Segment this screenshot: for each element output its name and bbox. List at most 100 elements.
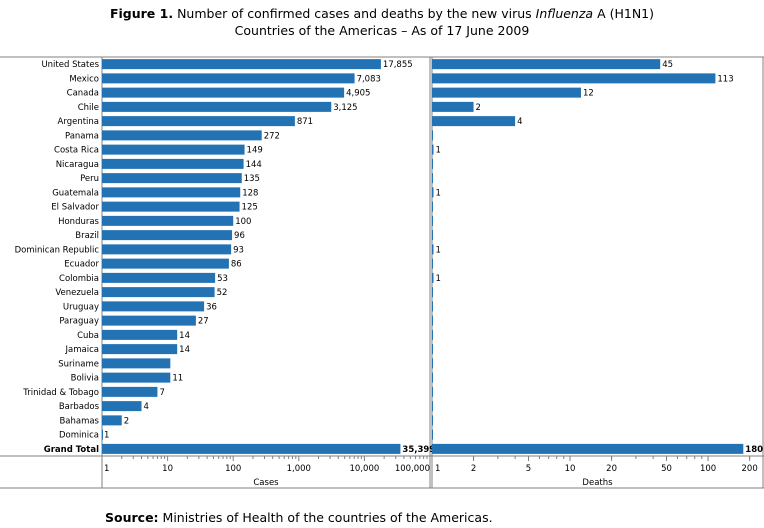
cases-value-label-grand-total: 35,399 xyxy=(402,445,435,455)
category-label-cuba: Cuba xyxy=(77,331,99,341)
category-label-peru: Peru xyxy=(80,174,99,184)
cases-value-label-argentina: 871 xyxy=(297,117,313,127)
cases-bar-mexico xyxy=(102,73,355,84)
category-label-suriname: Suriname xyxy=(58,359,99,369)
category-label-bahamas: Bahamas xyxy=(59,416,99,426)
category-label-nicaragua: Nicaragua xyxy=(56,160,99,170)
source-label: Source: xyxy=(105,510,159,525)
category-label-argentina: Argentina xyxy=(58,117,99,127)
figure-title: Figure 1. Number of confirmed cases and … xyxy=(0,5,764,39)
cases-tick-label: 1 xyxy=(104,464,109,474)
deaths-value-label-chile: 2 xyxy=(476,103,481,113)
cases-value-label-ecuador: 86 xyxy=(231,260,242,270)
deaths-bar-chile xyxy=(432,101,474,112)
cases-value-label-costa-rica: 149 xyxy=(247,146,263,156)
cases-value-label-brazil: 96 xyxy=(234,231,245,241)
category-label-brazil: Brazil xyxy=(75,231,99,241)
category-label-ecuador: Ecuador xyxy=(64,260,99,270)
cases-tick-label: 100,000 xyxy=(395,464,430,474)
cases-bar-paraguay xyxy=(102,315,196,326)
cases-bar-peru xyxy=(102,173,242,184)
cases-bar-uruguay xyxy=(102,301,205,312)
cases-bar-grand-total xyxy=(102,443,401,454)
deaths-value-label-mexico: 113 xyxy=(717,74,733,84)
category-label-jamaica: Jamaica xyxy=(65,345,99,355)
deaths-tick-label: 100 xyxy=(700,464,716,474)
cases-bar-panama xyxy=(102,130,262,141)
cases-bar-brazil xyxy=(102,230,233,241)
deaths-bar-costa-rica xyxy=(432,144,434,155)
cases-bar-dominican-republic xyxy=(102,244,232,255)
deaths-bar-canada xyxy=(432,87,581,98)
cases-value-label-dominica: 1 xyxy=(104,431,109,441)
deaths-tick-label: 1 xyxy=(435,464,440,474)
deaths-bar-colombia xyxy=(432,272,434,283)
cases-value-label-dominican-republic: 93 xyxy=(233,245,244,255)
category-label-paraguay: Paraguay xyxy=(59,317,99,327)
cases-value-label-barbados: 4 xyxy=(143,402,148,412)
category-label-honduras: Honduras xyxy=(58,217,99,227)
category-label-colombia: Colombia xyxy=(59,274,99,284)
cases-bar-canada xyxy=(102,87,345,98)
cases-value-label-peru: 135 xyxy=(244,174,260,184)
cases-bar-trinidad-tobago xyxy=(102,386,158,397)
deaths-tick-label: 10 xyxy=(565,464,576,474)
cases-bar-colombia xyxy=(102,272,216,283)
source-note: Source: Ministries of Health of the coun… xyxy=(105,510,493,525)
cases-value-label-el-salvador: 125 xyxy=(242,203,258,213)
category-label-guatemala: Guatemala xyxy=(52,188,99,198)
chart: United States 17,855 4 5 Mexico 7,083 113 Canad… xyxy=(0,56,764,489)
cases-bar-costa-rica xyxy=(102,144,245,155)
cases-bar-united-states xyxy=(102,59,381,70)
title-text-2: A (H1N1) xyxy=(597,6,655,21)
deaths-tick-label: 2 xyxy=(471,464,476,474)
cases-bar-venezuela xyxy=(102,287,215,298)
deaths-value-label-costa-rica: 1 xyxy=(436,146,441,156)
cases-value-label-united-states: 17,855 xyxy=(383,60,413,70)
cases-value-label-colombia: 53 xyxy=(217,274,228,284)
cases-value-label-trinidad-tobago: 7 xyxy=(159,388,164,398)
category-label-costa-rica: Costa Rica xyxy=(54,146,99,156)
cases-bar-nicaragua xyxy=(102,158,244,169)
category-label-mexico: Mexico xyxy=(69,74,99,84)
deaths-bar-mexico xyxy=(432,73,716,84)
title-virus: Influenza xyxy=(535,6,594,21)
deaths-value-label-argentina: 4 xyxy=(517,117,522,127)
cases-value-label-paraguay: 27 xyxy=(198,317,209,327)
deaths-value-label-guatemala: 1 xyxy=(436,188,441,198)
cases-value-label-guatemala: 128 xyxy=(242,188,258,198)
title-line: Figure 1. Number of confirmed cases and … xyxy=(0,5,764,22)
deaths-value-label-canada: 12 xyxy=(583,89,594,99)
category-label-trinidad-tobago: Trinidad & Tobago xyxy=(22,388,99,398)
category-label-united-states: United States xyxy=(41,60,99,70)
figure-subtitle: Countries of the Americas – As of 17 Jun… xyxy=(234,23,530,38)
category-label-canada: Canada xyxy=(67,89,99,99)
cases-tick-label: 1,000 xyxy=(287,464,311,474)
figure-label: Figure 1. xyxy=(109,6,174,21)
cases-bar-cuba xyxy=(102,329,178,340)
cases-value-label-honduras: 100 xyxy=(235,217,251,227)
cases-value-label-cuba: 14 xyxy=(179,331,190,341)
deaths-tick-label: 5 xyxy=(526,464,531,474)
deaths-bar-argentina xyxy=(432,116,516,127)
category-label-el-salvador: El Salvador xyxy=(51,203,99,213)
deaths-bar-dominican-republic xyxy=(432,244,434,255)
source-text: Ministries of Health of the countries of… xyxy=(162,510,493,525)
category-label-bolivia: Bolivia xyxy=(71,374,99,384)
category-label-uruguay: Uruguay xyxy=(63,302,99,312)
cases-bar-honduras xyxy=(102,215,234,226)
deaths-axis-title: Deaths xyxy=(582,478,613,488)
cases-bar-argentina xyxy=(102,116,295,127)
deaths-value-label-colombia: 1 xyxy=(436,274,441,284)
deaths-bar-guatemala xyxy=(432,187,434,198)
category-label-barbados: Barbados xyxy=(59,402,100,412)
cases-value-label-mexico: 7,083 xyxy=(357,74,381,84)
cases-value-label-canada: 4,905 xyxy=(346,89,370,99)
cases-axis-title: Cases xyxy=(253,478,279,488)
cases-bar-el-salvador xyxy=(102,201,240,212)
cases-bar-bahamas xyxy=(102,415,122,426)
cases-bar-suriname xyxy=(102,358,171,369)
cases-value-label-jamaica: 14 xyxy=(179,345,190,355)
cases-value-label-uruguay: 36 xyxy=(206,302,217,312)
cases-value-label-chile: 3,125 xyxy=(333,103,357,113)
